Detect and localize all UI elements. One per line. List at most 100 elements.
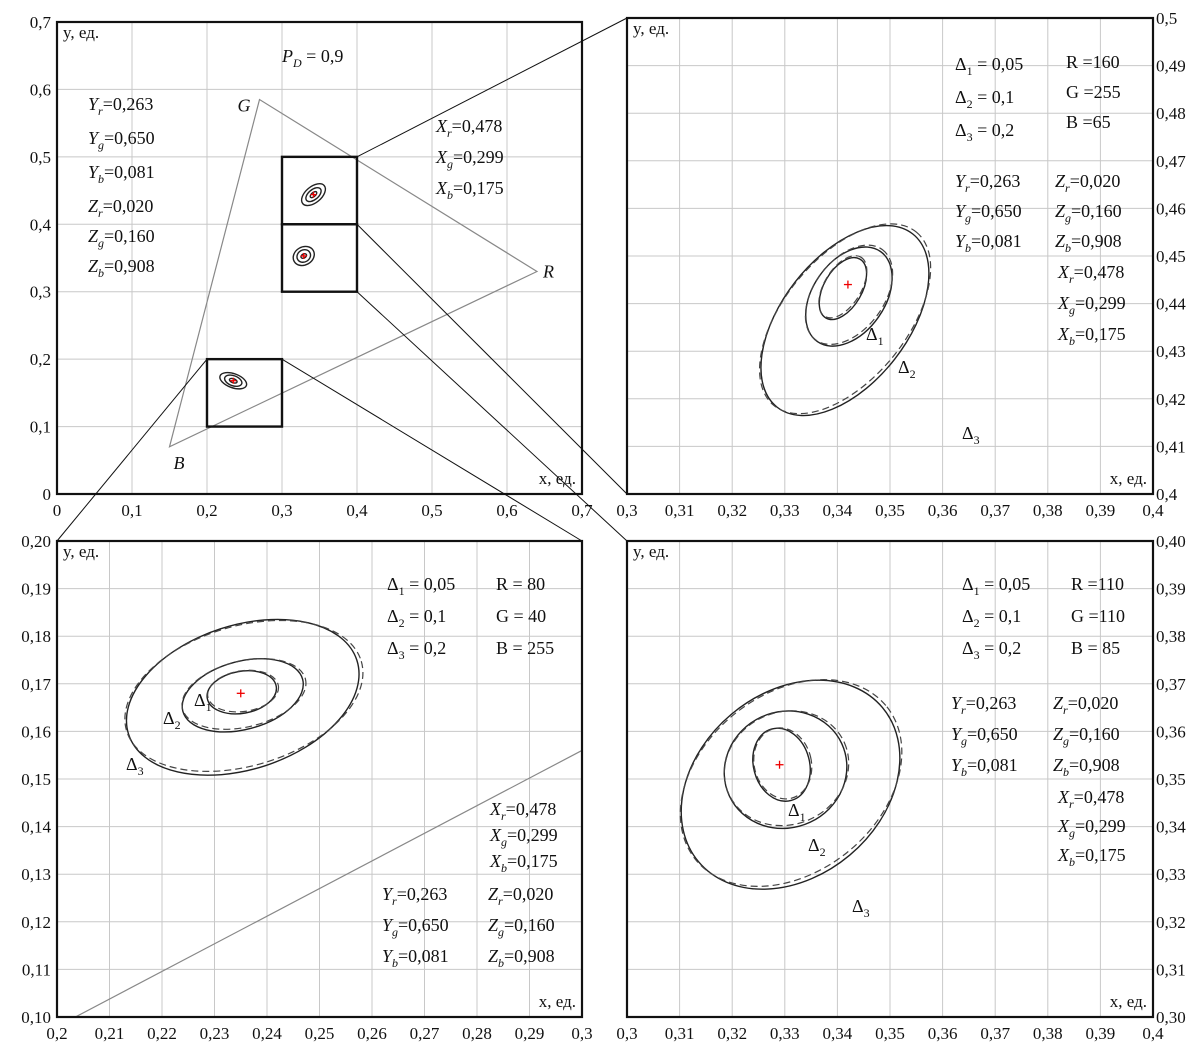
y-tick-label: 0,32 — [1156, 913, 1186, 932]
zoom-connector — [281, 358, 583, 542]
y-axis-label: y, ед. — [63, 23, 99, 42]
param-label: Zr=0,020 — [1055, 171, 1120, 195]
param-label: Yb=0,081 — [382, 946, 449, 970]
y-axis-label: y, ед. — [63, 542, 99, 561]
y-tick-label: 0,5 — [1156, 9, 1177, 28]
y-tick-label: 0,14 — [21, 818, 51, 837]
ellipse-delta-1-estimate — [753, 727, 813, 800]
param-label: Xg=0,299 — [1057, 816, 1126, 840]
rgb-label: G =255 — [1066, 82, 1121, 102]
plot-frame — [625, 16, 1155, 496]
param-label: Zg=0,160 — [1055, 201, 1122, 225]
delta-label: Δ1 = 0,05 — [955, 54, 1023, 78]
x-axis-label: x, ед. — [539, 469, 576, 488]
y-tick-label: 0,48 — [1156, 104, 1186, 123]
ellipse-label: Δ2 — [808, 835, 826, 859]
ellipse-delta-3 — [680, 679, 901, 890]
x-tick-label: 0,37 — [980, 1024, 1010, 1042]
rgb-label: G =110 — [1071, 606, 1125, 626]
delta-label: Δ1 = 0,05 — [387, 574, 455, 598]
y-tick-label: 0,11 — [22, 960, 51, 979]
ellipse-label: Δ2 — [898, 357, 916, 381]
y-tick-label: 0,36 — [1156, 722, 1186, 741]
y-tick-label: 0,12 — [21, 913, 51, 932]
plot-frame — [55, 539, 584, 1019]
y-tick-label: 0,10 — [21, 1008, 51, 1027]
y-tick-label: 0,30 — [1156, 1008, 1186, 1027]
zoom-box — [280, 155, 359, 226]
y-axis-label: y, ед. — [633, 542, 669, 561]
y-tick-label: 0,4 — [1156, 485, 1178, 504]
mini-ellipse — [292, 245, 315, 267]
y-tick-label: 0,5 — [30, 148, 51, 167]
delta-label: Δ2 = 0,1 — [962, 606, 1021, 630]
x-tick-label: 0,35 — [875, 501, 905, 520]
gamut-edge-line — [75, 749, 583, 1018]
y-tick-label: 0,37 — [1156, 675, 1186, 694]
y-tick-label: 0,20 — [21, 532, 51, 551]
param-label: Xg=0,299 — [435, 147, 504, 171]
param-label: Xb=0,175 — [489, 851, 558, 875]
x-tick-label: 0,6 — [496, 501, 517, 520]
x-tick-label: 0,22 — [147, 1024, 177, 1042]
zoom-connector — [356, 17, 628, 158]
ellipse-label: Δ3 — [852, 896, 870, 920]
y-tick-label: 0,42 — [1156, 390, 1186, 409]
ellipse-label: Δ1 — [866, 324, 884, 348]
zoom-connector — [356, 291, 628, 542]
param-label: Zg=0,160 — [1053, 724, 1120, 748]
y-axis-label: y, ед. — [633, 19, 669, 38]
x-tick-label: 0,33 — [770, 501, 800, 520]
param-label: Xb=0,175 — [435, 178, 504, 202]
ellipse-delta-3 — [125, 618, 360, 776]
x-tick-label: 0,31 — [665, 1024, 695, 1042]
rgb-label: B = 85 — [1071, 638, 1120, 658]
y-tick-label: 0,15 — [21, 770, 51, 789]
x-tick-label: 0,32 — [717, 1024, 747, 1042]
ellipse-delta-2 — [805, 246, 893, 347]
x-tick-label: 0,39 — [1086, 501, 1116, 520]
rgb-label: R =160 — [1066, 52, 1120, 72]
y-tick-label: 0,47 — [1156, 152, 1186, 171]
rgb-label: B =65 — [1066, 112, 1111, 132]
x-tick-label: 0,3 — [616, 1024, 637, 1042]
y-tick-label: 0,13 — [21, 865, 51, 884]
x-tick-label: 0,1 — [121, 501, 142, 520]
y-tick-label: 0,4 — [30, 215, 52, 234]
y-tick-label: 0,43 — [1156, 342, 1186, 361]
ellipse-delta-3-estimate — [124, 619, 364, 772]
x-tick-label: 0,26 — [357, 1024, 387, 1042]
x-tick-label: 0,2 — [46, 1024, 67, 1042]
zoom-box — [205, 357, 284, 428]
param-label: Yr=0,263 — [951, 693, 1016, 717]
x-tick-label: 0,3 — [616, 501, 637, 520]
x-tick-label: 0,23 — [200, 1024, 230, 1042]
param-label: Yr=0,263 — [382, 884, 447, 908]
mini-ellipse — [219, 371, 248, 390]
ellipse-delta-3-estimate — [758, 223, 932, 415]
ellipse-label: Δ2 — [163, 708, 181, 732]
param-label: Yb=0,081 — [88, 162, 155, 186]
x-tick-label: 0,25 — [305, 1024, 335, 1042]
chart-title: PD = 0,9 — [281, 46, 343, 70]
y-tick-label: 0,44 — [1156, 295, 1186, 314]
x-axis-label: x, ед. — [539, 992, 576, 1011]
x-axis-label: x, ед. — [1110, 469, 1147, 488]
delta-label: Δ2 = 0,1 — [387, 606, 446, 630]
mini-ellipse — [223, 374, 243, 388]
x-tick-label: 0,39 — [1086, 1024, 1116, 1042]
y-tick-label: 0,40 — [1156, 532, 1186, 551]
param-label: Zg=0,160 — [488, 915, 555, 939]
ellipse-delta-3 — [760, 224, 930, 417]
ellipse-label: Δ1 — [194, 690, 212, 714]
x-tick-label: 0,33 — [770, 1024, 800, 1042]
param-label: Zb=0,908 — [1053, 755, 1120, 779]
x-tick-label: 0,4 — [1142, 1024, 1164, 1042]
param-label: Yg=0,650 — [382, 915, 449, 939]
y-tick-label: 0,38 — [1156, 627, 1186, 646]
delta-label: Δ3 = 0,2 — [955, 120, 1014, 144]
param-label: Yg=0,650 — [88, 128, 155, 152]
param-label: Zb=0,908 — [488, 946, 555, 970]
param-label: Zr=0,020 — [88, 196, 153, 220]
